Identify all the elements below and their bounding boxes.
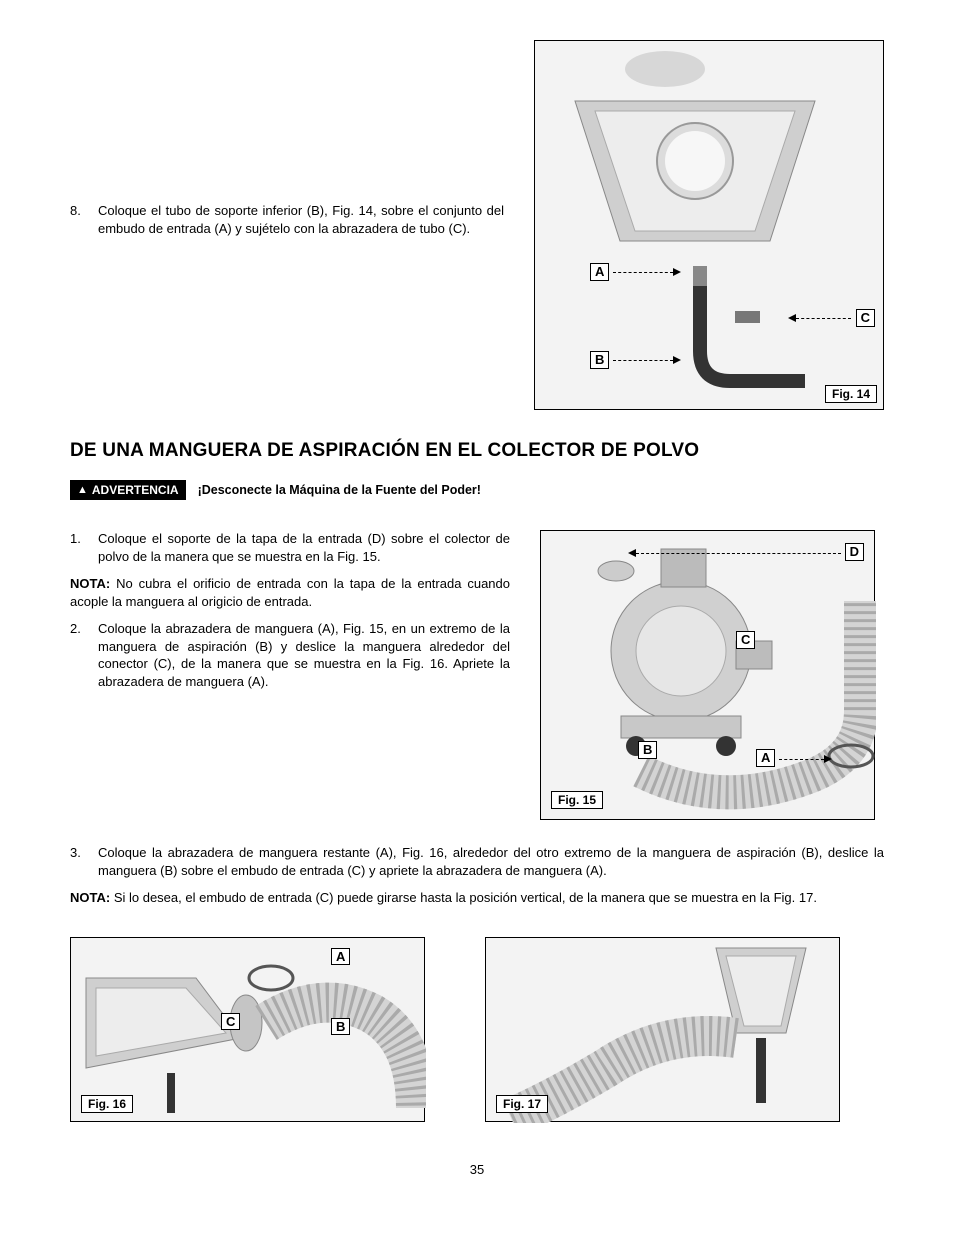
- step-3-block: 3. Coloque la abrazadera de manguera res…: [70, 844, 884, 879]
- figure-14: A B C Fig. 14: [534, 40, 884, 410]
- fig15-label-b: B: [638, 741, 657, 759]
- fig14-label-b: B: [590, 351, 609, 369]
- fig15-label-d: D: [845, 543, 864, 561]
- note-1: NOTA: No cubra el orificio de entrada co…: [70, 575, 510, 610]
- step-3: 3. Coloque la abrazadera de manguera res…: [70, 844, 884, 879]
- row-fig16-fig17: A C B Fig. 16 Fig. 17: [70, 937, 884, 1122]
- steps-1-2-block: 1. Coloque el soporte de la tapa de la e…: [70, 530, 510, 700]
- step-2: 2. Coloque la abrazadera de manguera (A)…: [70, 620, 510, 690]
- warning-row: ▲ ADVERTENCIA ¡Desconecte la Máquina de …: [70, 480, 884, 500]
- step-1-text: Coloque el soporte de la tapa de la entr…: [98, 530, 510, 565]
- note-1-text: No cubra el orificio de entrada con la t…: [70, 576, 510, 609]
- fig16-label-a: A: [331, 948, 350, 966]
- fig14-caption: Fig. 14: [825, 385, 877, 403]
- figure-15-container: D C B A Fig. 15: [540, 530, 875, 820]
- step-1: 1. Coloque el soporte de la tapa de la e…: [70, 530, 510, 565]
- fig15-caption: Fig. 15: [551, 791, 603, 809]
- fig16-label-b: B: [331, 1018, 350, 1036]
- step-8-block: 8. Coloque el tubo de soporte inferior (…: [70, 202, 504, 247]
- warning-badge-text: ADVERTENCIA: [92, 483, 179, 497]
- note-2-label: NOTA:: [70, 890, 110, 905]
- fig15-label-a: A: [756, 749, 775, 767]
- fig16-label-c: C: [221, 1013, 240, 1031]
- page-number: 35: [70, 1162, 884, 1177]
- fig14-label-c: C: [856, 309, 875, 327]
- step-3-number: 3.: [70, 844, 98, 879]
- step-2-text: Coloque la abrazadera de manguera (A), F…: [98, 620, 510, 690]
- fig14-label-a: A: [590, 263, 609, 281]
- figure-17: Fig. 17: [485, 937, 840, 1122]
- warning-text: ¡Desconecte la Máquina de la Fuente del …: [198, 483, 481, 497]
- figure-15-drawing: [541, 531, 876, 821]
- step-8: 8. Coloque el tubo de soporte inferior (…: [70, 202, 504, 237]
- figure-15: D C B A Fig. 15: [540, 530, 875, 820]
- warning-icon: ▲: [77, 484, 88, 496]
- fig15-label-c: C: [736, 631, 755, 649]
- step-8-text: Coloque el tubo de soporte inferior (B),…: [98, 202, 504, 237]
- step-1-number: 1.: [70, 530, 98, 565]
- step-2-number: 2.: [70, 620, 98, 690]
- fig16-caption: Fig. 16: [81, 1095, 133, 1113]
- section-title: DE UNA MANGUERA DE ASPIRACIÓN EN EL COLE…: [70, 440, 884, 462]
- step-3-text: Coloque la abrazadera de manguera restan…: [98, 844, 884, 879]
- note-2: NOTA: Si lo desea, el embudo de entrada …: [70, 889, 884, 907]
- row-steps-fig15: 1. Coloque el soporte de la tapa de la e…: [70, 530, 884, 820]
- warning-badge: ▲ ADVERTENCIA: [70, 480, 186, 500]
- figure-14-container: A B C Fig. 14: [534, 40, 884, 410]
- fig17-caption: Fig. 17: [496, 1095, 548, 1113]
- note-1-label: NOTA:: [70, 576, 110, 591]
- row-step8-fig14: 8. Coloque el tubo de soporte inferior (…: [70, 40, 884, 410]
- note-2-text: Si lo desea, el embudo de entrada (C) pu…: [110, 890, 817, 905]
- step-8-number: 8.: [70, 202, 98, 237]
- figure-16: A C B Fig. 16: [70, 937, 425, 1122]
- figure-14-drawing: [535, 41, 885, 411]
- document-page: 8. Coloque el tubo de soporte inferior (…: [0, 0, 954, 1237]
